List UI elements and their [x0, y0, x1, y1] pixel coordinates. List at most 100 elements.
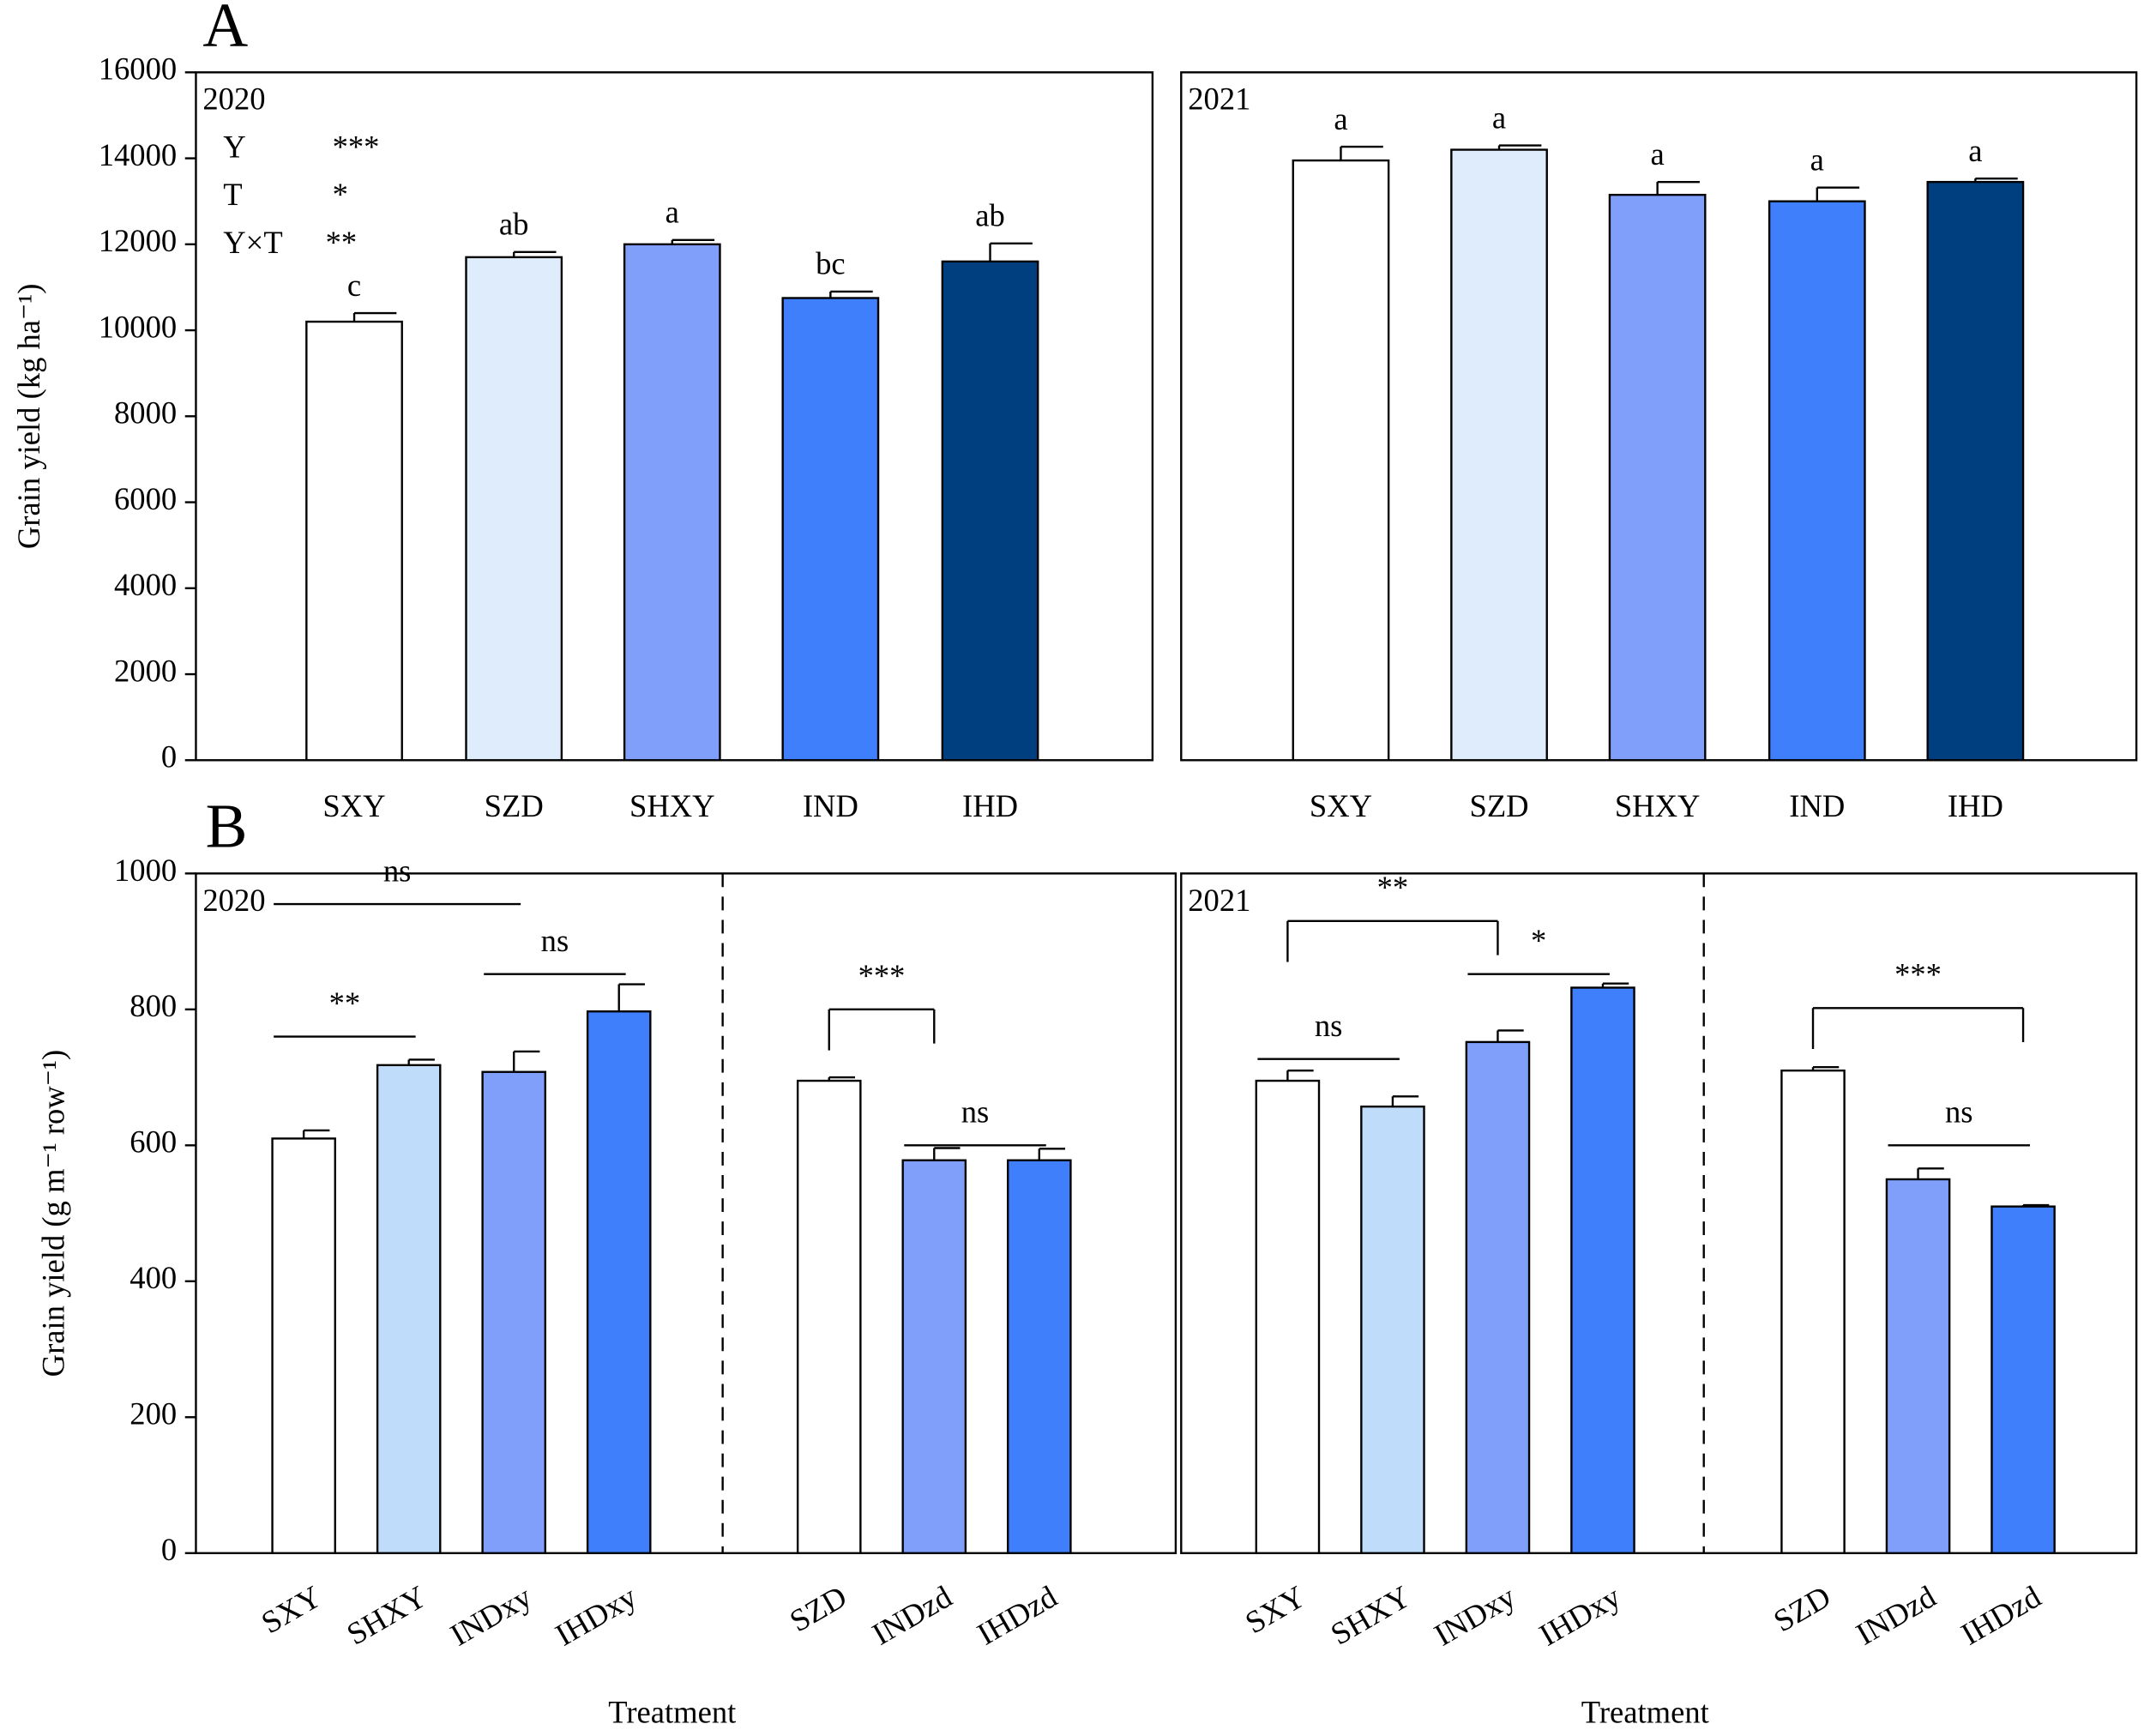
y-tick-label: 14000	[99, 137, 177, 172]
x-tick-label: IHD	[962, 788, 1018, 823]
x-tick-label: IHD	[1948, 788, 2003, 823]
comparison-label: *	[1531, 923, 1546, 958]
significance-letter: ab	[975, 198, 1005, 233]
x-tick-label: INDxy	[444, 1578, 538, 1653]
panel-year: 2020	[202, 883, 265, 918]
stats-annotation: **	[326, 225, 358, 260]
y-tick-label: 400	[129, 1260, 177, 1295]
panel-year: 2020	[202, 81, 265, 117]
bar	[1768, 200, 1866, 762]
x-tick-label: IND	[1789, 788, 1845, 823]
bar	[1465, 1040, 1531, 1554]
x-tick-label: SZD	[1768, 1578, 1836, 1638]
x-tick-label: INDxy	[1428, 1578, 1521, 1653]
comparison-label: **	[1377, 870, 1409, 905]
bar	[271, 1137, 336, 1554]
x-axis-label: Treatment	[608, 1695, 736, 1730]
y-tick-label: 600	[129, 1124, 177, 1160]
x-tick-label: IHDzd	[1955, 1578, 2047, 1651]
bar	[1608, 193, 1707, 762]
stats-annotation: T	[223, 177, 242, 212]
bar	[1292, 159, 1390, 762]
bar	[941, 260, 1039, 762]
stats-annotation: ***	[333, 129, 380, 164]
x-tick-label: INDzd	[866, 1578, 958, 1651]
plot-frame	[195, 872, 1177, 1554]
x-axis-label: Treatment	[1581, 1695, 1709, 1730]
y-tick-label: 10000	[99, 309, 177, 344]
bar	[1450, 148, 1548, 762]
bar	[1570, 986, 1635, 1554]
significance-letter: a	[1334, 101, 1347, 136]
y-tick-label: 4000	[114, 567, 177, 602]
y-tick-label: 1000	[114, 853, 177, 888]
bar	[1360, 1105, 1425, 1554]
x-tick-label: SXY	[256, 1578, 328, 1640]
bar	[305, 320, 403, 762]
bar	[1007, 1159, 1072, 1554]
x-tick-label: SXY	[1239, 1578, 1311, 1640]
bar	[901, 1159, 967, 1554]
y-tick-label: 2000	[114, 653, 177, 688]
bar	[1255, 1079, 1321, 1554]
comparison-label: ns	[1945, 1094, 1973, 1130]
comparison-label: ns	[961, 1094, 990, 1130]
stats-annotation: Y	[223, 129, 245, 164]
x-tick-label: INDzd	[1850, 1578, 1942, 1651]
significance-letter: a	[1650, 136, 1664, 172]
bar	[796, 1079, 862, 1554]
significance-letter: c	[347, 268, 361, 303]
x-tick-label: SHXY	[340, 1578, 432, 1651]
bar	[623, 243, 721, 762]
significance-letter: a	[1492, 99, 1506, 135]
bar	[1990, 1205, 2056, 1554]
bar	[481, 1070, 546, 1554]
significance-letter: ab	[499, 207, 529, 242]
panel-label: B	[206, 791, 248, 860]
significance-letter: a	[1968, 133, 1982, 168]
panel-label: A	[202, 0, 248, 59]
bar	[781, 297, 880, 762]
comparison-label: **	[329, 986, 361, 1021]
comparison-label: ***	[858, 958, 906, 993]
y-tick-label: 8000	[114, 395, 177, 431]
significance-letter: bc	[816, 246, 846, 281]
comparison-label: ns	[541, 923, 569, 958]
y-axis-label: Grain yield (g m⁻¹ row⁻¹)	[36, 1050, 71, 1377]
y-tick-label: 6000	[114, 481, 177, 516]
bar	[586, 1010, 652, 1554]
x-tick-label: IND	[803, 788, 858, 823]
comparison-label: ns	[383, 853, 412, 888]
comparison-label: ***	[1894, 957, 1942, 992]
x-tick-label: IHDxy	[550, 1578, 643, 1653]
comparison-label: ns	[1315, 1008, 1343, 1043]
x-tick-label: SZD	[1469, 788, 1528, 823]
stats-annotation: *	[333, 177, 348, 212]
x-tick-label: SHXY	[1324, 1578, 1416, 1651]
y-tick-label: 0	[161, 1532, 177, 1567]
panel-year: 2021	[1188, 883, 1250, 918]
y-axis-label: Grain yield (kg ha⁻¹)	[11, 284, 46, 550]
stats-annotation: Y×T	[223, 225, 282, 260]
bar	[376, 1064, 442, 1554]
bar	[1926, 180, 2025, 762]
x-tick-label: SHXY	[1615, 788, 1701, 823]
bar	[1885, 1178, 1951, 1554]
significance-letter: a	[665, 195, 679, 230]
y-tick-label: 16000	[99, 51, 177, 87]
x-tick-label: SXY	[1310, 788, 1372, 823]
x-tick-label: SHXY	[629, 788, 715, 823]
y-tick-label: 800	[129, 988, 177, 1023]
x-tick-label: SZD	[485, 788, 544, 823]
y-tick-label: 12000	[99, 223, 177, 258]
x-tick-label: IHDxy	[1533, 1578, 1627, 1653]
panel-year: 2021	[1188, 81, 1250, 117]
significance-letter: a	[1810, 142, 1824, 177]
x-tick-label: IHDzd	[971, 1578, 1063, 1651]
bar	[1780, 1069, 1846, 1554]
bar	[465, 256, 563, 762]
y-tick-label: 0	[161, 739, 177, 775]
x-tick-label: SXY	[322, 788, 385, 823]
x-tick-label: SZD	[784, 1578, 852, 1638]
